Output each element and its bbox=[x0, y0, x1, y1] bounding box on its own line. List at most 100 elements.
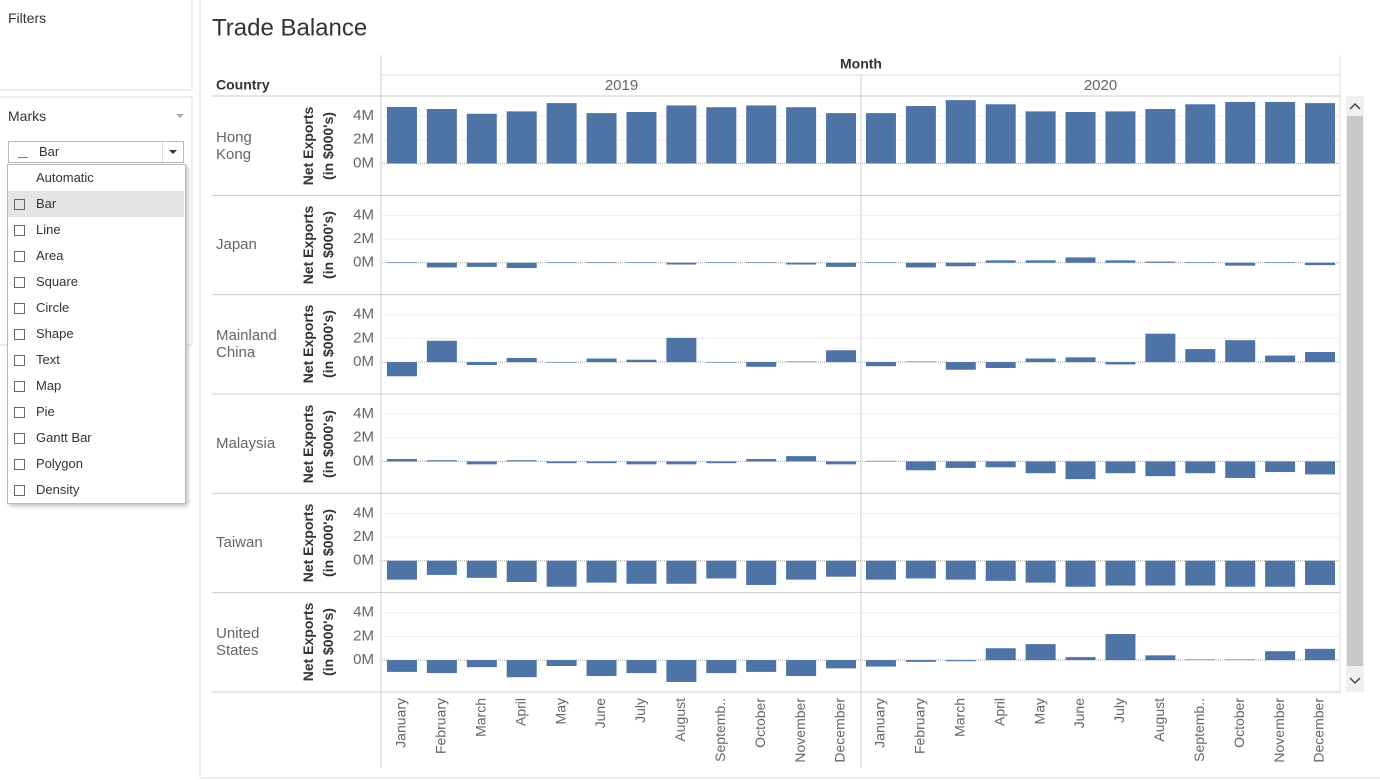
bar bbox=[706, 560, 737, 579]
column-header: Month bbox=[840, 56, 882, 72]
mark-option-icon bbox=[14, 199, 25, 210]
mark-option[interactable]: Pie bbox=[8, 399, 184, 425]
x-tick-label: May bbox=[1031, 698, 1047, 724]
bar bbox=[626, 111, 657, 164]
mark-option[interactable]: Area bbox=[8, 243, 184, 269]
bar bbox=[786, 660, 817, 677]
bar bbox=[546, 103, 577, 164]
bar bbox=[1065, 461, 1096, 480]
bar bbox=[1025, 358, 1056, 363]
bar bbox=[586, 560, 617, 583]
mark-option[interactable]: Bar bbox=[8, 191, 184, 217]
mark-option-icon bbox=[14, 355, 25, 366]
x-tick-label: June bbox=[592, 698, 608, 729]
marks-title: Marks bbox=[8, 108, 47, 124]
mark-option-label: Density bbox=[36, 482, 80, 497]
bar bbox=[546, 660, 577, 666]
x-tick-label: February bbox=[912, 698, 928, 754]
bar bbox=[426, 340, 457, 363]
bar bbox=[466, 113, 497, 164]
bar bbox=[746, 105, 777, 164]
bar bbox=[786, 107, 817, 164]
mark-option[interactable]: Polygon bbox=[8, 451, 184, 477]
x-tick-label: October bbox=[752, 698, 768, 748]
bar bbox=[865, 460, 896, 462]
y-tick-label: 4M bbox=[353, 306, 374, 323]
x-tick-label: December bbox=[832, 698, 848, 763]
bar bbox=[985, 461, 1016, 468]
x-tick-label: August bbox=[672, 698, 688, 742]
mark-option[interactable]: Map bbox=[8, 373, 184, 399]
mark-option[interactable]: Line bbox=[8, 217, 184, 243]
bar bbox=[706, 262, 737, 263]
bar bbox=[905, 660, 936, 662]
bar bbox=[546, 560, 577, 587]
bar bbox=[1305, 352, 1336, 363]
bar bbox=[1185, 349, 1216, 363]
country-label: Taiwan bbox=[216, 534, 263, 552]
bar bbox=[386, 660, 417, 672]
bar bbox=[506, 460, 537, 462]
bar bbox=[1265, 355, 1296, 363]
mark-option[interactable]: Shape bbox=[8, 321, 184, 347]
x-tick-label: Septemb.. bbox=[712, 698, 728, 762]
y-tick-label: 2M bbox=[353, 627, 374, 644]
bar bbox=[706, 362, 737, 363]
mark-option-icon bbox=[14, 277, 25, 288]
marks-menu-arrow[interactable] bbox=[176, 114, 184, 118]
bar bbox=[1145, 261, 1176, 263]
mark-type-dropdown[interactable]: Bar bbox=[8, 141, 184, 163]
bar bbox=[746, 362, 777, 367]
bar bbox=[666, 461, 697, 465]
bar bbox=[466, 362, 497, 366]
bar bbox=[1025, 461, 1056, 474]
bar bbox=[1105, 634, 1136, 661]
mark-option[interactable]: Text bbox=[8, 347, 184, 373]
x-tick-label: October bbox=[1231, 698, 1247, 748]
mark-option[interactable]: Square bbox=[8, 269, 184, 295]
bar bbox=[746, 262, 777, 263]
y-tick-label: 0M bbox=[353, 552, 374, 569]
scroll-up[interactable] bbox=[1349, 102, 1361, 110]
mark-option[interactable]: Circle bbox=[8, 295, 184, 321]
bar bbox=[386, 362, 417, 377]
bar bbox=[546, 362, 577, 363]
bar bbox=[506, 262, 537, 269]
bar bbox=[666, 262, 697, 265]
bar bbox=[1105, 461, 1136, 474]
bar bbox=[1145, 109, 1176, 164]
bar bbox=[1065, 257, 1096, 263]
bar bbox=[905, 106, 936, 164]
bar bbox=[506, 357, 537, 363]
y-tick-label: 0M bbox=[353, 651, 374, 668]
bar bbox=[905, 560, 936, 579]
row-header: Country bbox=[216, 77, 270, 93]
bar bbox=[1305, 103, 1336, 164]
x-tick-label: August bbox=[1151, 698, 1167, 742]
mark-option-label: Text bbox=[36, 352, 60, 367]
y-tick-label: 0M bbox=[353, 254, 374, 271]
bar bbox=[865, 262, 896, 263]
scrollbar-thumb[interactable] bbox=[1347, 116, 1363, 666]
mark-option[interactable]: Gantt Bar bbox=[8, 425, 184, 451]
bar bbox=[1225, 659, 1256, 661]
mark-option[interactable]: Density bbox=[8, 477, 184, 503]
year-label: 2019 bbox=[605, 77, 638, 94]
bar bbox=[945, 660, 976, 662]
y-tick-label: 4M bbox=[353, 107, 374, 124]
bar bbox=[466, 660, 497, 668]
y-axis-label: Net Exports (in $000's) bbox=[300, 503, 336, 583]
mark-option[interactable]: Automatic bbox=[8, 165, 184, 191]
bar bbox=[985, 362, 1016, 368]
bar bbox=[1145, 655, 1176, 661]
scroll-down[interactable] bbox=[1349, 677, 1361, 685]
bar bbox=[1225, 461, 1256, 478]
bar bbox=[426, 560, 457, 575]
y-axis-label: Net Exports (in $000's) bbox=[300, 305, 336, 384]
country-label: Japan bbox=[216, 236, 257, 254]
y-tick-label: 4M bbox=[353, 405, 374, 422]
x-tick-label: March bbox=[472, 698, 488, 737]
y-axis-label: Net Exports (in $000's) bbox=[300, 603, 336, 682]
bar bbox=[666, 105, 697, 164]
dropdown-button[interactable] bbox=[162, 142, 183, 162]
